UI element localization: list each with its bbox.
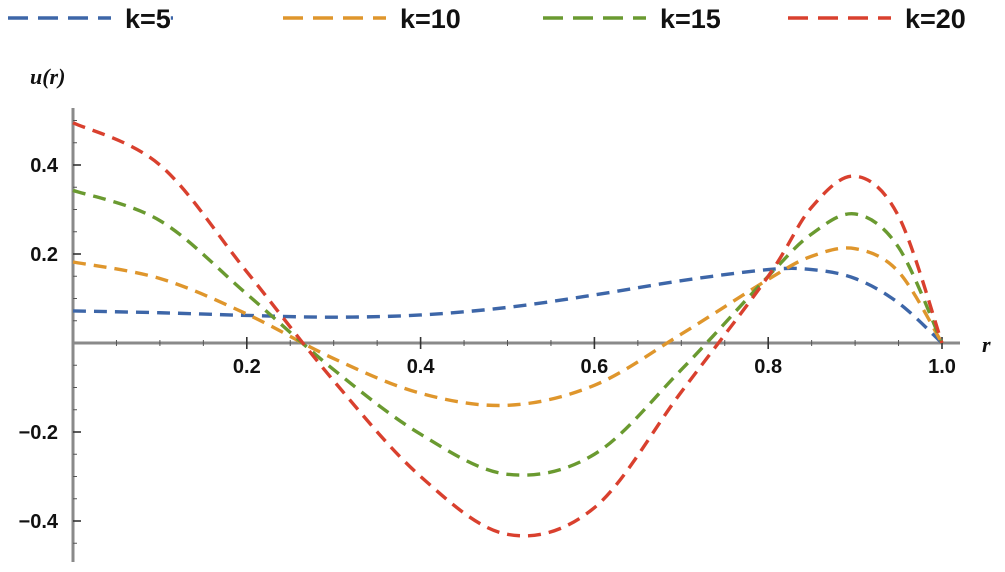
y-tick-label: 0.2 (30, 244, 58, 266)
legend-label-backing (111, 2, 171, 36)
series-group (72, 121, 944, 538)
legend-label-backing (891, 2, 966, 36)
axes: 0.2 0.4 0.6 0.8 1.0 0.4 0.2 −0.2 −0.4 (19, 108, 960, 562)
minor-ticks (73, 120, 900, 544)
legend-item-k-20: k=20 (788, 2, 966, 36)
legend: k=5 k=10 k=15 k=20 (8, 2, 966, 36)
y-tick-label: −0.2 (19, 422, 58, 444)
legend-label: k=20 (905, 4, 966, 34)
series-line-k-10 (72, 246, 944, 408)
legend-item-k-10: k=10 (283, 2, 461, 36)
x-tick-label: 0.2 (233, 356, 261, 378)
x-tick-label: 1.0 (928, 356, 956, 378)
legend-label: k=5 (125, 4, 171, 34)
y-tick-label: 0.4 (30, 155, 59, 177)
legend-label-backing (646, 2, 721, 36)
legend-label: k=10 (400, 4, 461, 34)
y-axis-title: u(r) (30, 64, 65, 89)
legend-label: k=15 (660, 4, 721, 34)
tick-labels: 0.2 0.4 0.6 0.8 1.0 0.4 0.2 −0.2 −0.4 (19, 155, 956, 533)
x-tick-label: 0.8 (754, 356, 782, 378)
y-tick-label: −0.4 (19, 511, 59, 533)
legend-item-k-15: k=15 (543, 2, 721, 36)
x-axis-title: r (982, 332, 991, 357)
series-line-k-5 (72, 266, 944, 345)
legend-item-k-5: k=5 (8, 2, 173, 36)
series-line-k-15 (72, 188, 944, 477)
x-tick-label: 0.4 (407, 356, 436, 378)
legend-label-backing (386, 2, 461, 36)
series-line-k-20 (72, 121, 944, 538)
major-ticks (73, 164, 943, 522)
x-tick-label: 0.6 (580, 356, 608, 378)
